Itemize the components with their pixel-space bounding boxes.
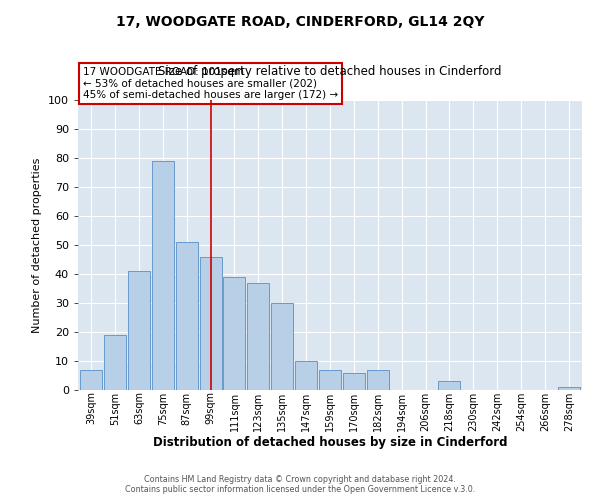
Bar — [80, 370, 102, 390]
Bar — [439, 382, 460, 390]
Bar — [152, 161, 174, 390]
X-axis label: Distribution of detached houses by size in Cinderford: Distribution of detached houses by size … — [153, 436, 507, 450]
Bar — [104, 335, 126, 390]
Bar — [176, 242, 197, 390]
Text: Contains public sector information licensed under the Open Government Licence v.: Contains public sector information licen… — [125, 485, 475, 494]
Bar — [367, 370, 389, 390]
Bar — [200, 256, 221, 390]
Bar — [319, 370, 341, 390]
Bar — [295, 361, 317, 390]
Bar — [223, 277, 245, 390]
Bar — [247, 282, 269, 390]
Bar — [271, 303, 293, 390]
Title: Size of property relative to detached houses in Cinderford: Size of property relative to detached ho… — [158, 65, 502, 78]
Bar — [558, 387, 580, 390]
Text: Contains HM Land Registry data © Crown copyright and database right 2024.: Contains HM Land Registry data © Crown c… — [144, 475, 456, 484]
Text: 17, WOODGATE ROAD, CINDERFORD, GL14 2QY: 17, WOODGATE ROAD, CINDERFORD, GL14 2QY — [116, 15, 484, 29]
Y-axis label: Number of detached properties: Number of detached properties — [32, 158, 43, 332]
Bar — [343, 372, 365, 390]
Text: 17 WOODGATE ROAD: 101sqm
← 53% of detached houses are smaller (202)
45% of semi-: 17 WOODGATE ROAD: 101sqm ← 53% of detach… — [83, 67, 338, 100]
Bar — [128, 271, 150, 390]
